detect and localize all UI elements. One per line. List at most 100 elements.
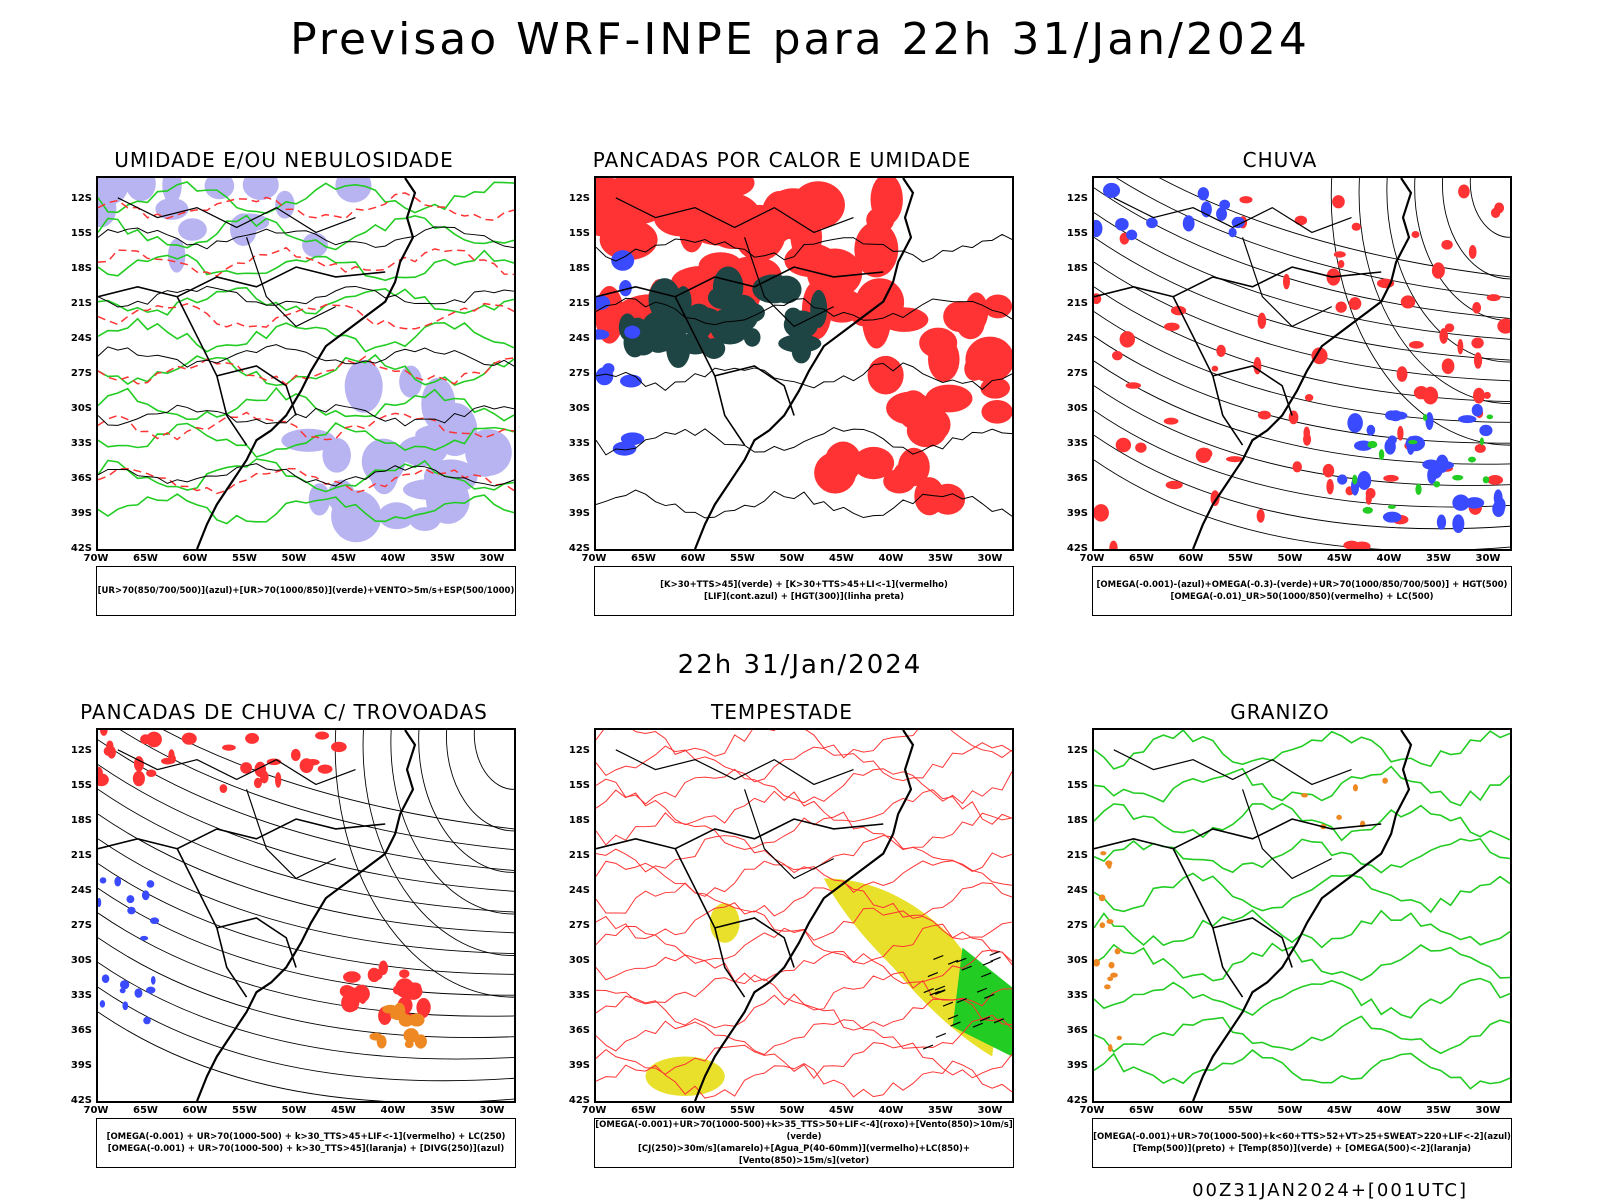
wind-vector: [956, 957, 967, 963]
ur-contour: [98, 214, 514, 251]
humidity-area: [399, 365, 423, 398]
rain-area: [1115, 437, 1132, 453]
wind-vector: [956, 998, 967, 1004]
humidity-area: [398, 435, 448, 467]
coastline: [196, 178, 417, 549]
storm-area: [403, 1028, 419, 1043]
instability-area: [983, 294, 1012, 319]
divergence-area: [143, 1016, 151, 1025]
omega-area: [1482, 476, 1490, 484]
legend-line-2: [OMEGA(-0.01)_UR>50(1000/850)(vermelho) …: [1170, 592, 1434, 602]
wind-vector: [980, 972, 992, 978]
rain-area: [1473, 352, 1483, 369]
rain-area: [1210, 490, 1220, 507]
panel-granizo: GRANIZO 12S 15S 18S 21S 24S 27S 30S 33S 36S 39S 42…: [1040, 700, 1520, 1185]
lat-label: 12S: [70, 745, 92, 756]
wind-vector: [927, 972, 938, 978]
storm-area: [404, 1040, 414, 1049]
divergence-area: [114, 876, 122, 887]
lat-label: 12S: [70, 193, 92, 204]
lon-label: 40W: [878, 553, 904, 564]
lat-label: 24S: [1066, 885, 1088, 896]
lat-label: 30S: [568, 403, 590, 414]
hgt-contour: [596, 489, 1012, 519]
country-border: [1212, 917, 1293, 968]
lat-label: 33S: [1066, 438, 1088, 449]
state-border: [1242, 237, 1332, 328]
lat-label: 36S: [70, 473, 92, 484]
omega-area: [1428, 462, 1443, 479]
lon-label: 50W: [1277, 553, 1303, 564]
omega-area: [1362, 506, 1373, 514]
omega-area: [1110, 972, 1118, 978]
lat-label: 21S: [70, 298, 92, 309]
rain-area: [1411, 230, 1420, 239]
streamline: [98, 986, 514, 1082]
panel-title: UMIDADE E/OU NEBULOSIDADE: [114, 148, 454, 172]
storm-area: [299, 758, 314, 774]
country-border: [714, 917, 795, 968]
rain-area: [1094, 504, 1109, 522]
hgt-contour: [1094, 410, 1510, 508]
legend-line-1: [OMEGA(-0.001)-(azul)+OMEGA(-0.3)-(verde…: [1096, 580, 1508, 590]
lon-label: 60W: [1178, 553, 1204, 564]
rain-area: [1292, 461, 1302, 473]
omega-area: [1471, 403, 1483, 417]
lon-label: 40W: [380, 553, 406, 564]
rain-area: [1304, 394, 1314, 402]
lon-label: 70W: [83, 553, 109, 564]
omega-area: [1357, 471, 1372, 490]
lif-area: [612, 441, 637, 456]
omega-area: [1107, 976, 1114, 982]
legend-line-1: [OMEGA(-0.001) + UR>70(1000-500) + k>30_…: [106, 1132, 506, 1142]
lat-label: 15S: [1066, 228, 1088, 239]
pressure-contour: [98, 344, 514, 368]
omega-area: [1388, 410, 1403, 422]
omega-area: [1094, 219, 1103, 238]
lat-label: 18S: [568, 263, 590, 274]
lon-label: 55W: [1228, 553, 1253, 564]
convective-area: [783, 310, 819, 339]
humidity-area: [465, 429, 512, 476]
omega-area: [1347, 413, 1363, 433]
humidity-area: [331, 490, 382, 543]
rain-area: [1365, 487, 1376, 499]
divergence-area: [149, 917, 160, 925]
omega-area: [1098, 894, 1106, 902]
divergence-area: [139, 935, 149, 941]
pressure-contour: [98, 226, 514, 250]
instability-area: [867, 355, 904, 395]
lat-label: 15S: [70, 228, 92, 239]
lat-label: 42S: [1066, 543, 1088, 554]
wind-vector: [984, 993, 995, 999]
lat-label: 18S: [70, 815, 92, 826]
lat-label: 39S: [1066, 508, 1088, 519]
lat-label: 33S: [568, 990, 590, 1001]
streamline: [98, 813, 514, 934]
lat-label: 12S: [1066, 745, 1088, 756]
temp850-contour: [1094, 730, 1510, 770]
panel-trovoadas: PANCADAS DE CHUVA C/ TROVOADAS 12S 15S 18S…: [44, 700, 524, 1185]
humidity-area: [402, 478, 460, 501]
lon-label: 60W: [182, 1105, 208, 1116]
lon-label: 65W: [631, 1105, 656, 1116]
wind-vector: [961, 965, 973, 971]
lon-label: 30W: [1475, 553, 1501, 564]
lat-label: 30S: [568, 955, 590, 966]
lat-label: 18S: [1066, 815, 1088, 826]
coastline: [1192, 178, 1413, 549]
humidity-area: [204, 178, 235, 200]
omega-area: [1100, 851, 1107, 856]
streamline: [98, 764, 514, 892]
hgt-contour: [596, 233, 1012, 263]
omega-area: [1108, 961, 1115, 969]
streamline: [162, 730, 514, 830]
ur-contour: [98, 493, 514, 525]
rain-area: [1431, 262, 1445, 279]
hgt-contour: [1094, 311, 1510, 423]
rain-area: [1119, 331, 1136, 348]
state-border: [117, 197, 356, 234]
country-border: [1212, 365, 1293, 416]
lat-label: 36S: [1066, 1025, 1088, 1036]
lon-label: 65W: [133, 553, 158, 564]
